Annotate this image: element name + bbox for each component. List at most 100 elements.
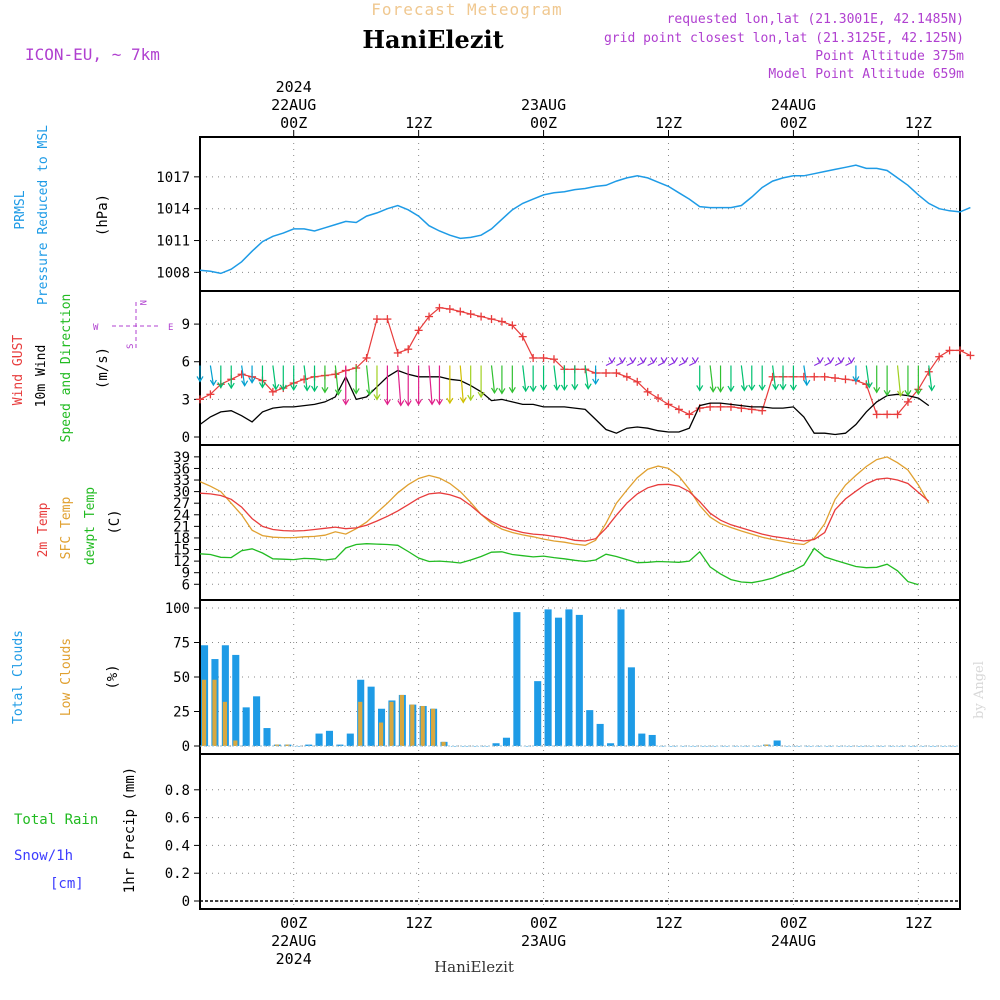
wind-arrow	[334, 365, 339, 395]
wind-arrowhead	[334, 389, 342, 396]
wind-arrow	[241, 365, 246, 386]
total-cloud-bar	[836, 746, 844, 747]
y-tick-label: 75	[173, 636, 190, 652]
top-time-label: 12Z	[405, 114, 432, 132]
y-tick-label: 15	[173, 543, 190, 559]
wind-arrowhead	[435, 398, 443, 406]
wind-arrow	[896, 365, 902, 396]
wind-arrowhead	[709, 386, 717, 393]
wind-arrowhead	[803, 379, 811, 387]
total-cloud-bar	[607, 743, 615, 746]
wind-arrowhead	[303, 385, 311, 392]
wind-arrowhead	[459, 397, 467, 404]
low-cloud-bar	[431, 708, 436, 746]
wind-arrowhead	[209, 379, 217, 387]
wind-arrow	[865, 365, 870, 388]
compass-e: E	[168, 323, 173, 333]
total-cloud-bar	[815, 746, 823, 747]
total-cloud-bar	[638, 733, 646, 746]
wind-arrowhead	[477, 391, 485, 399]
bottom-time-label: 00Z	[530, 914, 557, 932]
wind-arrow	[709, 365, 714, 392]
bottom-time-label: 23AUG	[521, 932, 566, 950]
top-time-label: 12Z	[905, 114, 932, 132]
y-tick-label: 1011	[156, 234, 190, 250]
pressure-label-1: PRMSL	[13, 190, 28, 229]
y-tick-label: 9	[182, 566, 190, 582]
wind-arrow	[303, 365, 308, 391]
wind-arrowhead	[883, 389, 891, 397]
wind-arrowhead	[217, 382, 225, 389]
total-cloud-bar	[627, 667, 635, 746]
wind-arrow	[397, 365, 402, 406]
total-cloud-bar	[523, 746, 531, 747]
snow-label: Snow/1h	[14, 848, 73, 864]
sfc-label: SFC Temp	[59, 497, 74, 560]
low-cloud-bar	[285, 744, 290, 746]
wind-arrowhead	[865, 382, 873, 389]
compass-w: W	[93, 323, 99, 333]
wind-arrow	[657, 361, 665, 367]
total-cloud-bar	[586, 710, 594, 746]
pressure-label-2: Pressure Reduced to MSL	[36, 125, 51, 305]
total-cloud-bar	[492, 743, 500, 746]
low-clouds-label: Low Clouds	[59, 638, 74, 716]
wind-arrowhead	[629, 357, 637, 364]
wind-arrowhead	[373, 394, 381, 401]
wind-arrowhead	[928, 385, 936, 392]
wind-arrowhead	[681, 357, 689, 364]
low-cloud-bar	[378, 722, 384, 746]
wind-arrow	[490, 365, 496, 393]
low-cloud-bar	[410, 704, 415, 746]
wind-arrowhead	[873, 386, 881, 394]
wind-arrowhead	[639, 357, 647, 364]
top-time-label: 22AUG	[271, 96, 316, 114]
y-tick-label: 21	[173, 519, 190, 535]
wind-arrow	[616, 361, 623, 367]
wind-arrowhead	[290, 384, 298, 392]
low-cloud-bar	[389, 701, 394, 746]
product-title: Forecast Meteogram	[371, 0, 562, 19]
top-time-label: 00Z	[280, 114, 307, 132]
wind-arrowhead	[847, 357, 855, 364]
wind-arrow	[689, 361, 696, 367]
wind-arrow	[272, 365, 277, 390]
wind-arrowhead	[529, 385, 537, 393]
total-cloud-bar	[336, 744, 344, 746]
wind-arrow	[209, 365, 215, 386]
wind-arrowhead	[272, 383, 280, 391]
total-cloud-bar	[232, 654, 240, 746]
total-cloud-bar	[898, 746, 906, 747]
total-cloud-bar	[315, 733, 323, 746]
total-cloud-bar	[513, 612, 521, 746]
wind-arrowhead	[227, 382, 235, 390]
wind-arrow	[678, 361, 686, 367]
compass-n: N	[137, 300, 147, 305]
wind-arrowhead	[498, 388, 506, 395]
wind-arrow	[928, 365, 933, 391]
wind-arrowhead	[789, 384, 797, 392]
wind-arrowhead	[727, 385, 735, 393]
total-cloud-bar	[544, 609, 552, 746]
total-cloud-bar	[554, 617, 563, 746]
wind-arrowhead	[553, 384, 561, 392]
snow-cm-label: [cm]	[50, 876, 84, 892]
total-cloud-bar	[731, 746, 740, 747]
wind-arrow	[522, 365, 527, 392]
wind-arrowhead	[415, 398, 423, 406]
wind-arrow	[772, 365, 777, 390]
station-title: HaniElezit	[362, 25, 503, 54]
total-cloud-bar	[242, 707, 250, 746]
low-cloud-bar	[764, 744, 769, 746]
panel-frame	[199, 753, 961, 910]
clouds-panel: 0 25 50 75 100	[165, 599, 961, 755]
wind-arrow	[626, 361, 634, 367]
wind-arrowhead	[490, 387, 499, 395]
pressure-line	[199, 164, 971, 275]
rain-label: Total Rain	[14, 812, 98, 828]
y-tick-label: 39	[173, 450, 190, 466]
total-cloud-bar	[867, 746, 875, 747]
y-tick-label: 24	[173, 508, 190, 524]
